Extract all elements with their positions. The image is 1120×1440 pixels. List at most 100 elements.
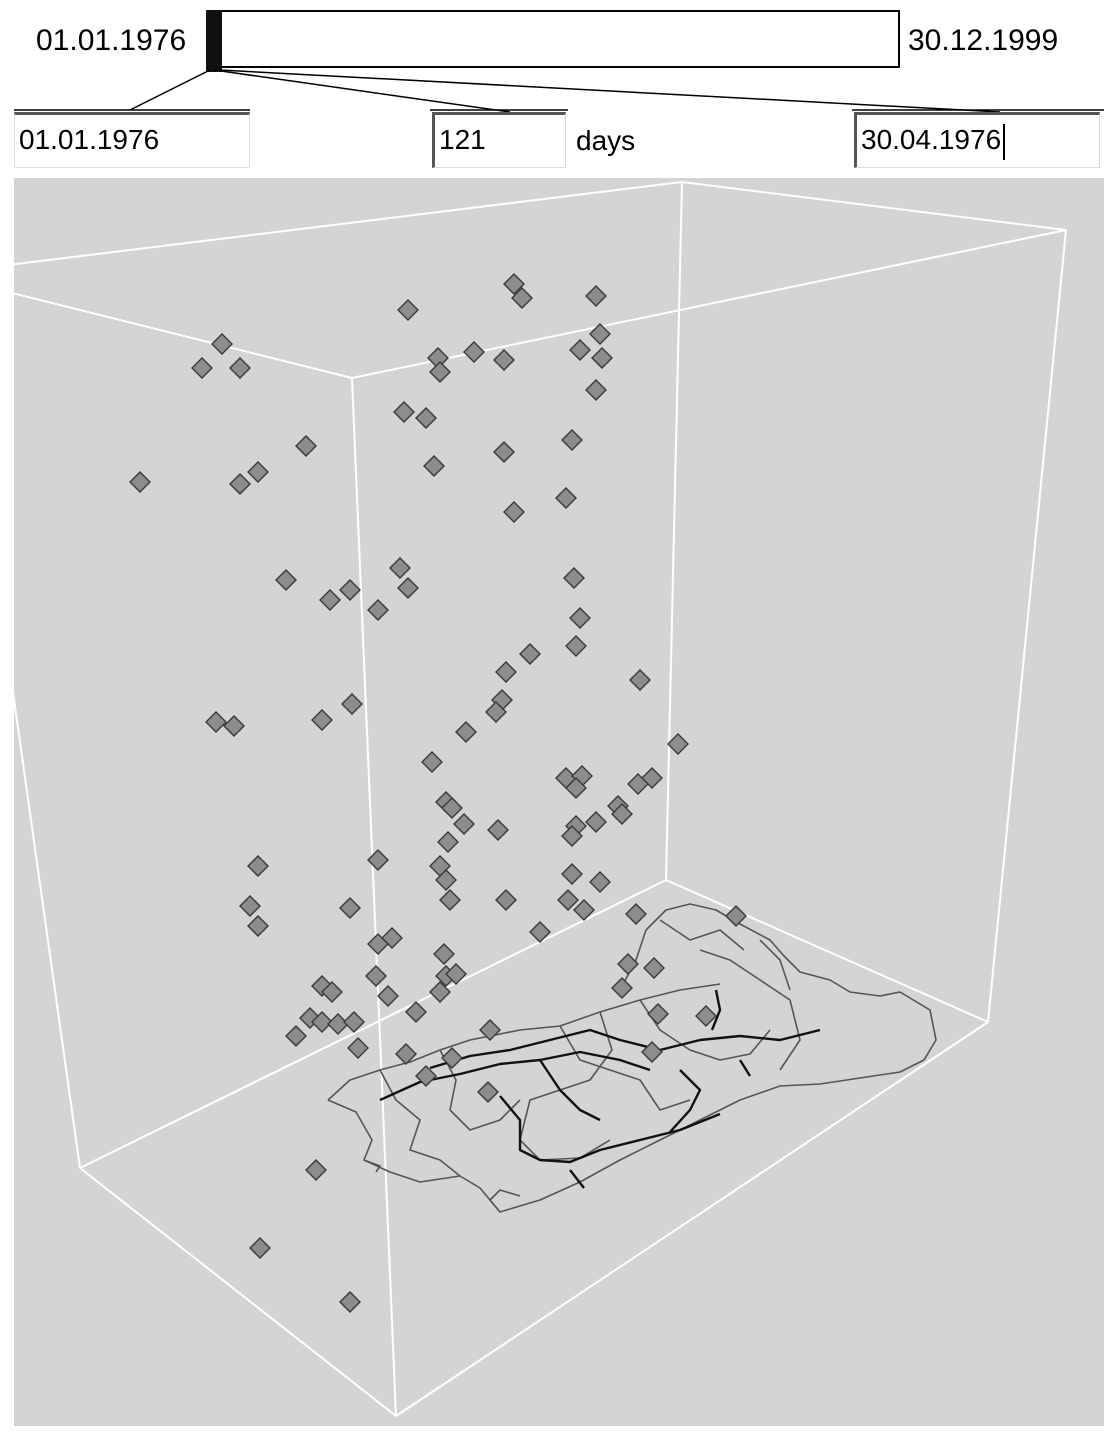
event-point: [415, 1065, 437, 1087]
event-point: [627, 773, 649, 795]
event-point: [495, 661, 517, 683]
event-point: [311, 1011, 333, 1033]
map-region-border: [379, 1069, 461, 1177]
event-point: [573, 899, 595, 921]
event-point: [211, 333, 233, 355]
time-range-slider-thumb[interactable]: [206, 10, 222, 72]
event-point: [275, 569, 297, 591]
event-point: [611, 977, 633, 999]
event-point: [493, 441, 515, 463]
event-point: [129, 471, 151, 493]
event-point: [229, 473, 251, 495]
event-point: [485, 701, 507, 723]
cube-edge: [14, 292, 353, 379]
event-point: [455, 721, 477, 743]
event-point: [441, 797, 463, 819]
event-point: [429, 981, 451, 1003]
map-region-border: [639, 999, 771, 1061]
map-river: [539, 1059, 601, 1122]
event-point: [249, 1237, 271, 1259]
event-point: [247, 461, 269, 483]
event-point: [343, 1011, 365, 1033]
cube-edge: [14, 692, 81, 1169]
event-point: [589, 323, 611, 345]
event-point: [557, 889, 579, 911]
event-point: [643, 957, 665, 979]
event-point: [569, 607, 591, 629]
cube-edge: [987, 229, 1067, 1023]
cube-edge: [665, 879, 989, 1023]
space-time-cube-view[interactable]: [14, 178, 1104, 1426]
event-point: [561, 825, 583, 847]
time-range-slider-track[interactable]: [206, 10, 900, 68]
range-start-label: 01.01.1976: [36, 24, 187, 57]
event-point: [611, 803, 633, 825]
map-river: [499, 1095, 721, 1164]
event-point: [647, 1003, 669, 1025]
map-river: [569, 1169, 585, 1189]
event-point: [397, 577, 419, 599]
text-cursor: [1003, 123, 1006, 160]
duration-field[interactable]: 121: [432, 112, 566, 168]
event-point: [511, 287, 533, 309]
cube-edge: [395, 1021, 989, 1417]
event-point: [223, 715, 245, 737]
map-region-border: [659, 919, 745, 951]
from-date-value: 01.01.1976: [19, 124, 160, 155]
cube-edge: [79, 879, 667, 1169]
event-point: [319, 589, 341, 611]
event-point: [285, 1025, 307, 1047]
duration-unit-label: days: [576, 125, 636, 156]
event-point: [445, 963, 467, 985]
map-river: [429, 1028, 821, 1070]
event-point: [519, 643, 541, 665]
event-point: [503, 273, 525, 295]
event-point: [311, 709, 333, 731]
event-point: [437, 831, 459, 853]
cube-edge: [681, 181, 1067, 231]
event-point: [555, 487, 577, 509]
event-point: [347, 1037, 369, 1059]
event-point: [415, 407, 437, 429]
event-point: [423, 455, 445, 477]
event-point: [321, 981, 343, 1003]
event-point: [695, 1005, 717, 1027]
cube-edge: [351, 229, 1067, 379]
event-point: [367, 849, 389, 871]
event-point: [305, 1159, 327, 1181]
event-point: [405, 1001, 427, 1023]
event-point: [667, 733, 689, 755]
range-end-label: 30.12.1999: [908, 24, 1059, 57]
event-point: [641, 1041, 663, 1063]
event-point: [591, 347, 613, 369]
to-date-value: 30.04.1976: [861, 124, 1002, 155]
event-point: [585, 811, 607, 833]
map-river: [669, 1069, 702, 1133]
event-point: [569, 339, 591, 361]
map-river: [738, 1059, 752, 1077]
event-point: [479, 1019, 501, 1041]
event-point: [367, 599, 389, 621]
event-point: [191, 357, 213, 379]
space-time-cube-scene: [14, 181, 1067, 1417]
event-point: [629, 669, 651, 691]
event-point: [205, 711, 227, 733]
event-point: [495, 889, 517, 911]
event-point: [435, 869, 457, 891]
event-point: [393, 401, 415, 423]
event-point: [439, 889, 461, 911]
event-point: [429, 361, 451, 383]
event-point: [561, 429, 583, 451]
event-point: [247, 855, 269, 877]
event-point: [453, 813, 475, 835]
event-point: [441, 1047, 463, 1069]
event-point: [585, 379, 607, 401]
event-point: [493, 349, 515, 371]
cube-edge: [14, 181, 683, 266]
event-point: [433, 943, 455, 965]
event-point: [617, 953, 639, 975]
from-date-field[interactable]: 01.01.1976: [14, 112, 250, 168]
to-date-field[interactable]: 30.04.1976: [854, 112, 1100, 168]
event-point: [367, 933, 389, 955]
event-point: [239, 895, 261, 917]
